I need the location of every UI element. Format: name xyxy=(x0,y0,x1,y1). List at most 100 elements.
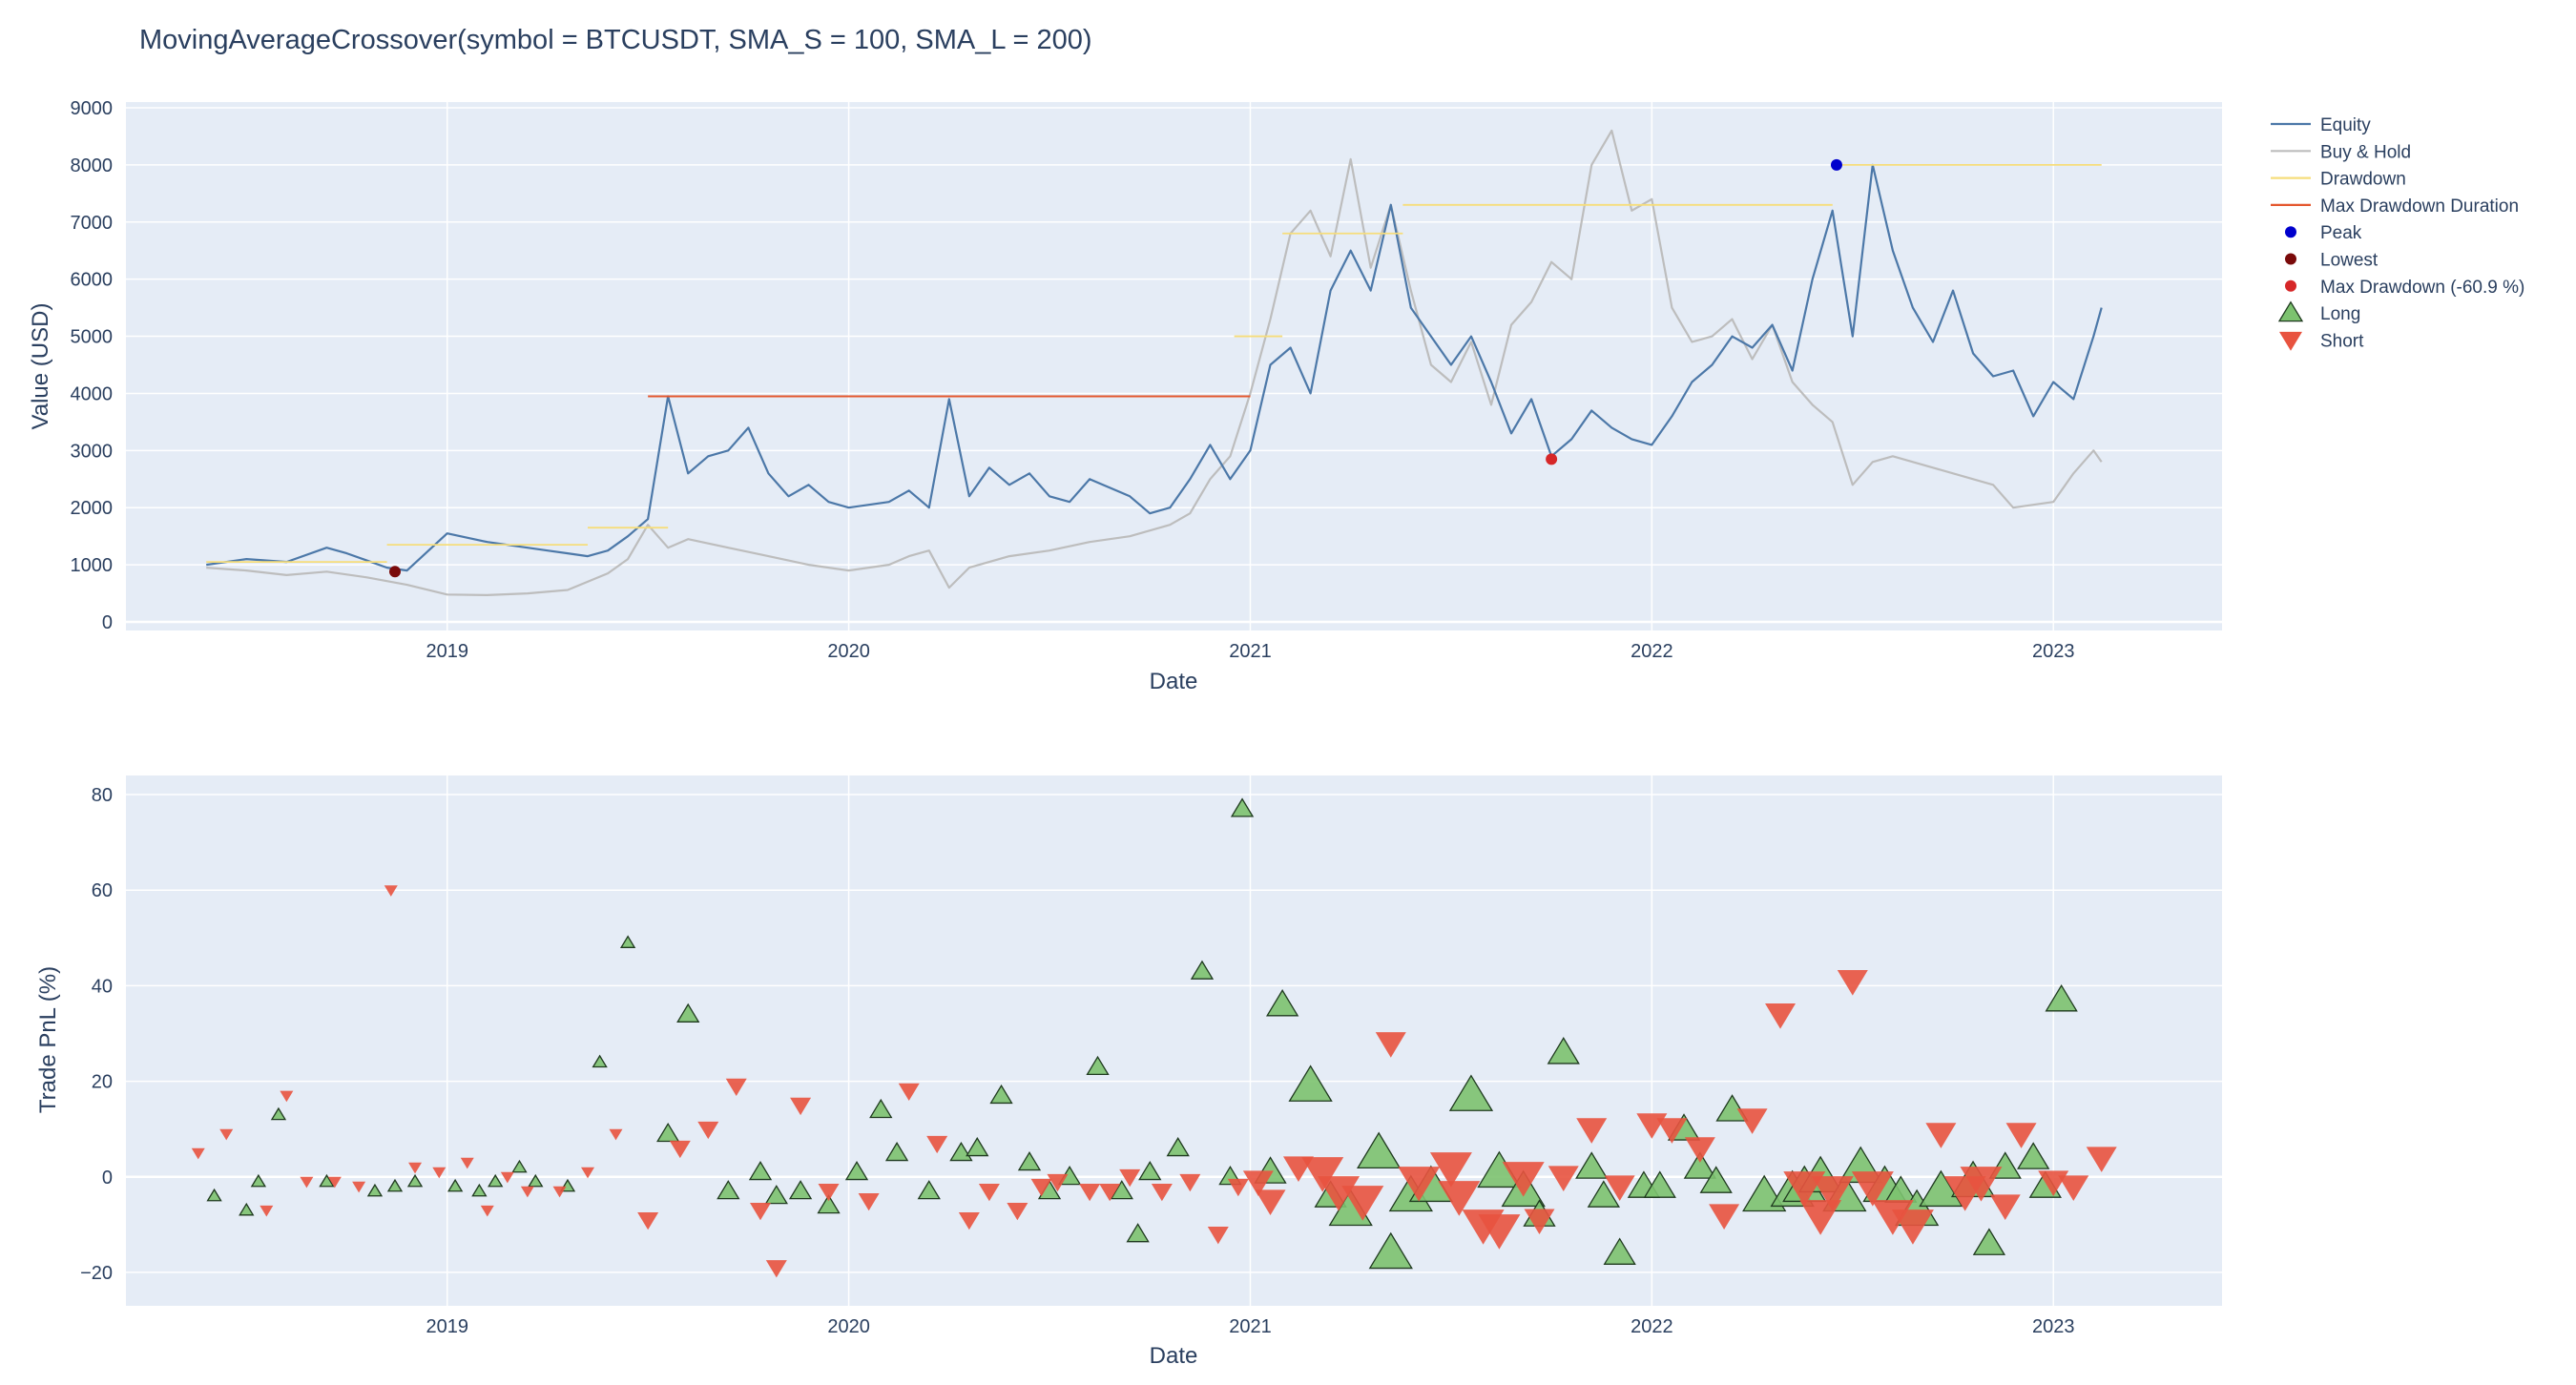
short-trade-marker xyxy=(1925,1123,1957,1148)
legend-item-max-dd-duration[interactable]: Max Drawdown Duration xyxy=(2271,196,2519,217)
long-trade-marker xyxy=(1356,1131,1402,1169)
trades-x-tick-label: 2022 xyxy=(1631,1316,1673,1337)
short-trade-marker xyxy=(1604,1175,1635,1201)
short-trade-marker xyxy=(1179,1173,1201,1192)
short-trade-marker xyxy=(1301,1157,1344,1192)
equity-plot-area xyxy=(126,102,2222,630)
short-trade-marker xyxy=(1341,1186,1384,1221)
long-trade-marker xyxy=(1166,1136,1190,1157)
equity-x-axis-title: Date xyxy=(1150,669,1198,694)
long-trade-marker xyxy=(511,1159,528,1173)
legend-swatch-max-dd-point xyxy=(2285,279,2296,292)
equity-y-tick-label: 0 xyxy=(102,612,113,633)
long-trade-marker xyxy=(619,935,636,948)
long-trade-marker xyxy=(884,1142,909,1162)
short-trade-marker xyxy=(958,1212,980,1230)
long-trade-marker xyxy=(1017,1151,1042,1171)
short-trade-marker xyxy=(697,1121,719,1140)
short-trade-marker xyxy=(1656,1118,1688,1144)
long-trade-marker xyxy=(528,1173,544,1188)
short-trade-marker xyxy=(926,1135,948,1154)
equity-y-tick-label: 8000 xyxy=(71,155,114,176)
short-trade-marker xyxy=(1736,1108,1768,1134)
legend-label: Peak xyxy=(2320,223,2362,243)
short-trade-marker xyxy=(520,1186,534,1198)
long-trade-marker xyxy=(1547,1037,1580,1065)
long-trade-marker xyxy=(239,1202,255,1216)
legend-item-drawdown[interactable]: Drawdown xyxy=(2271,170,2406,190)
short-trade-marker xyxy=(327,1176,342,1189)
short-trade-marker xyxy=(1030,1178,1052,1197)
short-trade-marker xyxy=(1375,1032,1406,1058)
legend-item-long[interactable]: Long xyxy=(2277,300,2360,324)
long-trade-marker xyxy=(656,1122,680,1143)
equity-x-tick-label: 2019 xyxy=(426,641,468,662)
short-trade-marker xyxy=(480,1205,494,1217)
legend-swatch-peak xyxy=(2285,226,2296,238)
long-trade-marker xyxy=(917,1180,941,1200)
short-trade-marker xyxy=(1227,1178,1249,1197)
long-trade-marker xyxy=(1972,1228,2006,1255)
peak-marker xyxy=(1830,158,1842,171)
lowest-marker xyxy=(388,566,401,578)
trades-x-tick-label: 2023 xyxy=(2032,1316,2075,1337)
short-trade-marker xyxy=(725,1078,747,1097)
legend-item-peak[interactable]: Peak xyxy=(2285,223,2362,243)
short-trade-marker xyxy=(1438,1181,1481,1216)
short-trade-marker xyxy=(1891,1209,1934,1245)
short-trade-marker xyxy=(1151,1183,1173,1202)
short-trade-marker xyxy=(765,1260,787,1278)
long-trade-marker xyxy=(250,1173,267,1188)
short-trade-marker xyxy=(818,1183,840,1202)
short-trade-marker xyxy=(300,1176,314,1189)
legend-item-buyhold[interactable]: Buy & Hold xyxy=(2271,142,2411,162)
legend-item-lowest[interactable]: Lowest xyxy=(2285,251,2379,271)
equity-y-tick-label: 7000 xyxy=(71,213,114,234)
short-trade-marker xyxy=(1318,1176,1361,1211)
long-trade-marker xyxy=(447,1178,464,1192)
legend-item-equity[interactable]: Equity xyxy=(2271,115,2371,135)
equity-x-tick-label: 2021 xyxy=(1229,641,1272,662)
short-trade-marker xyxy=(1429,1152,1472,1188)
long-trade-marker xyxy=(1190,960,1215,980)
trades-y-tick-label: 40 xyxy=(92,976,113,997)
short-trade-marker xyxy=(1960,1167,2003,1202)
legend-label: Lowest xyxy=(2320,251,2379,271)
legend-item-short[interactable]: Short xyxy=(2279,331,2364,351)
short-trade-marker xyxy=(280,1090,294,1103)
trades-y-tick-label: −20 xyxy=(80,1263,113,1284)
long-trade-marker xyxy=(206,1188,222,1202)
equity-y-tick-label: 3000 xyxy=(71,441,114,462)
short-trade-marker xyxy=(1242,1170,1274,1196)
short-trade-marker xyxy=(1502,1162,1545,1197)
long-trade-marker xyxy=(966,1136,989,1157)
legend-label: Max Drawdown Duration xyxy=(2320,196,2519,217)
short-trade-marker xyxy=(790,1097,812,1116)
short-trade-marker xyxy=(898,1083,920,1102)
legend-label: Long xyxy=(2320,304,2360,324)
long-trade-marker xyxy=(869,1098,893,1119)
long-trade-marker xyxy=(989,1084,1013,1105)
short-trade-marker xyxy=(1989,1194,2021,1221)
legend-item-max-dd-point[interactable]: Max Drawdown (-60.9 %) xyxy=(2285,278,2524,298)
long-trade-marker xyxy=(2017,1142,2050,1169)
long-trade-marker xyxy=(764,1185,788,1205)
trades-y-ticks: −20 0 20 40 60 80 xyxy=(80,785,113,1284)
long-trade-marker xyxy=(1110,1180,1133,1200)
long-trade-marker xyxy=(1448,1074,1494,1111)
long-trade-marker xyxy=(270,1106,287,1121)
short-trade-marker xyxy=(2058,1175,2089,1201)
equity-x-tick-label: 2020 xyxy=(827,641,870,662)
trades-series xyxy=(191,797,2117,1278)
short-trade-marker xyxy=(1255,1189,1286,1216)
equity-y-tick-label: 6000 xyxy=(71,270,114,291)
trades-y-axis-title: Trade PnL (%) xyxy=(35,966,61,1113)
equity-x-tick-label: 2023 xyxy=(2032,641,2075,662)
chart-title: MovingAverageCrossover(symbol = BTCUSDT,… xyxy=(139,25,1092,55)
short-trade-marker xyxy=(500,1171,514,1184)
trades-x-tick-label: 2021 xyxy=(1229,1316,1272,1337)
short-trade-marker xyxy=(1398,1167,1441,1202)
trades-x-axis-title: Date xyxy=(1150,1343,1198,1369)
equity-y-axis-title: Value (USD) xyxy=(28,303,53,430)
short-trade-marker xyxy=(352,1181,366,1193)
